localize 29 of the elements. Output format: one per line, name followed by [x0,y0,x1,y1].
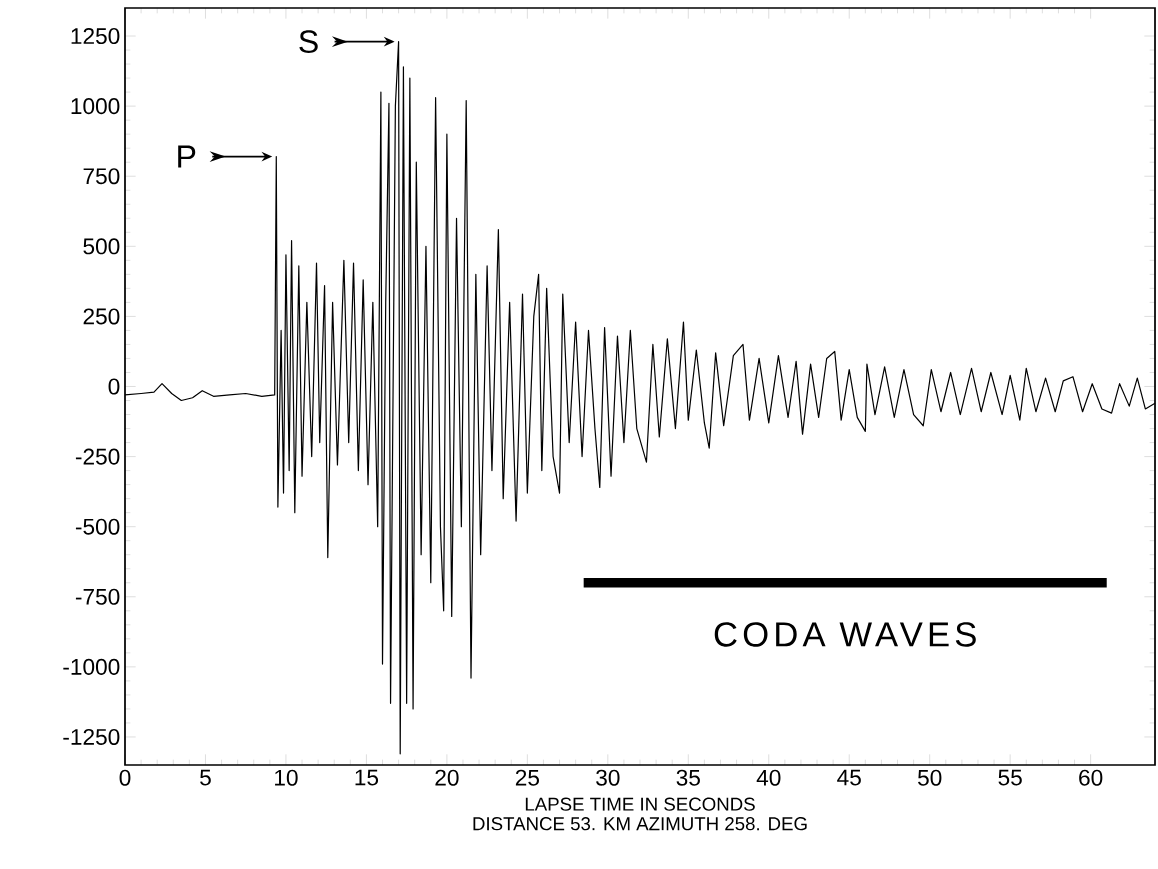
text: DISTANCE 53. KM AZIMUTH 258. DEG [473,817,807,831]
annotation: P [178,145,196,168]
y-tick-label: 250 [83,308,120,325]
x-tick-label: 30 [596,769,620,786]
x-tick-label: 20 [435,769,459,786]
x-tick-label: 60 [1079,769,1103,786]
y-tick-label: 0 [108,378,120,395]
y-tick-label: -1250 [63,728,120,745]
x-tick-label: 55 [998,769,1022,786]
y-tick-label: -500 [75,518,120,535]
x-tick-label: 25 [515,769,539,786]
x-tick-label: 0 [119,769,131,786]
y-tick-label: -750 [75,588,120,605]
x-tick-label: 15 [355,769,379,786]
y-tick-label: 750 [83,168,120,185]
series-label: CODA WAVES [714,622,976,647]
x-tick-label: 40 [756,769,781,786]
y-tick-label: 500 [83,238,120,255]
y-tick-label: -1000 [63,658,120,675]
y-tick-label: 1250 [71,28,120,45]
y-tick-label: -250 [75,448,120,465]
x-tick-label: 10 [275,769,298,786]
x-tick-label: 45 [837,769,861,786]
x-axis-title: LAPSE TIME IN SECONDS [525,797,755,811]
x-tick-label: 5 [200,769,211,786]
y-tick-label: 1000 [71,98,120,115]
x-tick-label: 35 [676,769,700,786]
x-tick-label: 50 [917,769,942,786]
annotation: S [299,30,318,53]
